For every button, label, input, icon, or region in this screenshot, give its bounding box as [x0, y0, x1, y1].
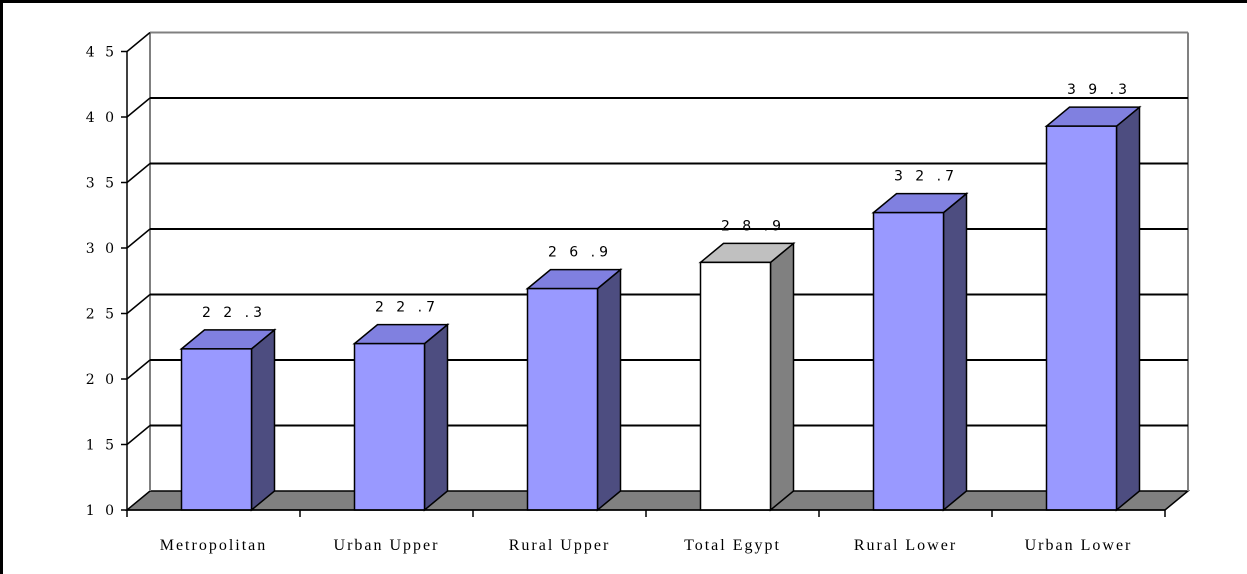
bar [179, 328, 277, 512]
bar [352, 323, 450, 512]
data-label: 3 9 .3 [1067, 82, 1131, 98]
bar [698, 241, 796, 512]
chart-floor [124, 490, 1191, 511]
x-axis: Metropolitan Urban Upper Rural Upper Total … [126, 509, 1166, 554]
gridline-side [126, 424, 151, 446]
y-tick-label: 4 0 [86, 110, 117, 126]
x-tick-label: Metropolitan [160, 537, 268, 554]
chart-back-wall [149, 31, 1189, 491]
x-tick-label: Urban Lower [1025, 537, 1133, 554]
data-label: 2 2 .7 [375, 300, 439, 316]
y-tick-label: 2 0 [86, 372, 117, 388]
x-tick-label: Rural Upper [509, 537, 611, 554]
bar-front-face [872, 211, 945, 511]
bar-side-face [942, 192, 968, 512]
bar [525, 268, 623, 512]
bar-side-face [596, 268, 622, 512]
data-labels: 2 2 .3 2 2 .7 2 6 .9 2 8 .9 3 2 .7 3 9 .3 [202, 82, 1131, 321]
y-tick-label: 4 5 [86, 45, 117, 61]
y-tick-label: 2 5 [86, 307, 117, 323]
data-label: 2 2 .3 [202, 305, 266, 321]
chart-floor-plane [124, 490, 1191, 511]
bar [871, 192, 969, 512]
bar-side-face [423, 323, 449, 512]
gridline-side [126, 293, 151, 315]
x-tick-label: Total Egypt [684, 537, 781, 554]
bars [179, 105, 1142, 512]
bar-side-face [769, 241, 795, 512]
data-label: 3 2 .7 [894, 169, 958, 185]
bar-side-face [1115, 105, 1141, 512]
bar-front-face [699, 261, 772, 511]
y-tick-label: 3 5 [86, 176, 117, 192]
bar-front-face [526, 287, 599, 511]
data-label: 2 8 .9 [721, 218, 785, 234]
gridlines [126, 31, 1188, 446]
bar-front-face [180, 348, 253, 511]
bar-front-face [353, 342, 426, 511]
gridline-side [126, 359, 151, 380]
bar-front-face [1045, 125, 1118, 511]
bar [1044, 105, 1142, 512]
gridline-side [126, 31, 151, 53]
y-tick-label: 3 0 [86, 241, 117, 257]
x-tick-label: Rural Lower [854, 537, 957, 554]
x-tick-label: Urban Upper [334, 537, 440, 554]
y-axis: 1 0 1 5 2 0 2 5 3 0 3 5 4 0 4 5 [86, 45, 128, 519]
y-tick-label: 1 5 [86, 438, 117, 454]
data-label: 2 6 .9 [548, 245, 612, 261]
y-tick-label: 1 0 [86, 503, 117, 519]
bar-side-face [250, 328, 276, 512]
gridline-side [126, 228, 151, 249]
gridline-side [126, 162, 151, 184]
gridline-side [126, 97, 151, 118]
